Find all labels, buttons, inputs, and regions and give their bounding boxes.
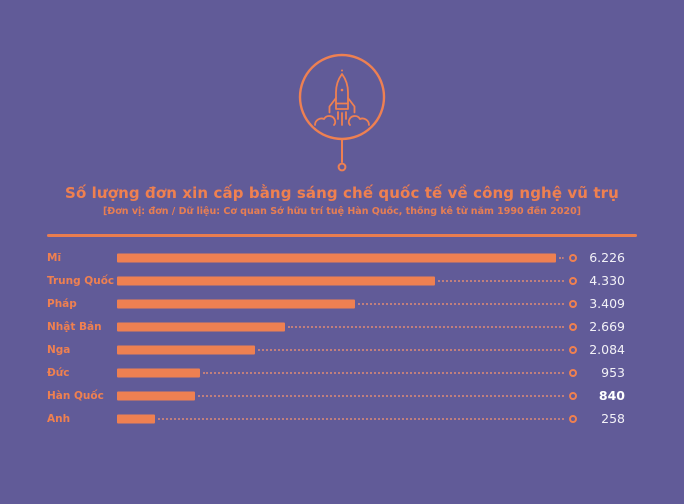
country-label: Hàn Quốc — [47, 389, 104, 402]
bar-chart: Mĩ 6.226 Trung Quốc 4.330 Pháp — [47, 246, 625, 430]
bar — [117, 345, 256, 354]
leader-line — [358, 302, 564, 305]
value-label: 6.226 — [589, 250, 625, 265]
leader-line — [197, 394, 564, 397]
leader-end-dot-icon — [569, 253, 577, 262]
value-label: 840 — [598, 388, 625, 403]
bar-track — [117, 384, 577, 407]
chart-row: Anh 258 — [47, 407, 625, 430]
chart-row: Nga 2.084 — [47, 338, 625, 361]
leader-line — [437, 279, 564, 282]
bar-track — [117, 361, 577, 384]
chart-row: Trung Quốc 4.330 — [47, 269, 625, 292]
leader-line — [287, 325, 564, 328]
chart-row: Pháp 3.409 — [47, 292, 625, 315]
leader-end-dot-icon — [569, 368, 577, 377]
bar-track — [117, 315, 577, 338]
bar — [117, 391, 195, 400]
leader-end-dot-icon — [569, 299, 577, 308]
bar-track — [117, 269, 577, 292]
leader-end-dot-icon — [569, 391, 577, 400]
bar-track — [117, 407, 577, 430]
country-label: Trung Quốc — [47, 274, 115, 287]
chart-row: Đức 953 — [47, 361, 625, 384]
leader-line — [258, 348, 564, 351]
bar — [117, 322, 285, 331]
leader-end-dot-icon — [569, 345, 577, 354]
bar — [117, 276, 435, 285]
leader-line — [157, 417, 564, 420]
leader-end-dot-icon — [569, 276, 577, 285]
country-label: Nhật Bản — [47, 320, 102, 333]
value-label: 2.669 — [589, 319, 625, 334]
country-label: Mĩ — [47, 251, 62, 264]
leader-line — [558, 256, 564, 259]
value-label: 953 — [601, 365, 625, 380]
chart-title: Số lượng đơn xin cấp bằng sáng chế quốc … — [65, 184, 619, 202]
chart-row: Hàn Quốc 840 — [47, 384, 625, 407]
divider-rule — [47, 234, 637, 237]
rocket-emblem — [0, 0, 684, 178]
country-label: Pháp — [47, 297, 77, 310]
bar — [117, 299, 356, 308]
bar — [117, 368, 200, 377]
country-label: Nga — [47, 343, 71, 356]
bar — [117, 253, 556, 262]
chart-subtitle: [Đơn vị: đơn / Dữ liệu: Cơ quan Sở hữu t… — [102, 206, 582, 217]
chart-row: Mĩ 6.226 — [47, 246, 625, 269]
rocket-icon — [298, 53, 386, 172]
value-label: 3.409 — [589, 296, 625, 311]
value-label: 4.330 — [589, 273, 625, 288]
value-label: 2.084 — [589, 342, 625, 357]
bar-track — [117, 338, 577, 361]
leader-line — [202, 371, 564, 374]
bar — [117, 414, 155, 423]
bar-track — [117, 246, 577, 269]
chart-row: Nhật Bản 2.669 — [47, 315, 625, 338]
country-label: Đức — [47, 366, 70, 379]
leader-end-dot-icon — [569, 414, 577, 423]
bar-track — [117, 292, 577, 315]
leader-end-dot-icon — [569, 322, 577, 331]
value-label: 258 — [601, 411, 625, 426]
country-label: Anh — [47, 412, 71, 425]
